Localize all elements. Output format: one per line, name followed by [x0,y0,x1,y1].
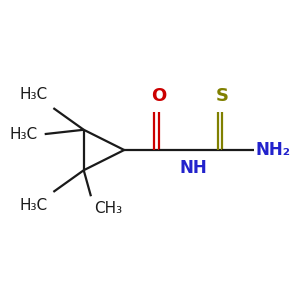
Text: S: S [216,87,229,105]
Text: H₃C: H₃C [9,127,38,142]
Text: H₃C: H₃C [20,87,48,102]
Text: NH: NH [180,159,207,177]
Text: NH₂: NH₂ [256,141,291,159]
Text: H₃C: H₃C [20,198,48,213]
Text: O: O [151,87,166,105]
Text: CH₃: CH₃ [94,201,122,216]
